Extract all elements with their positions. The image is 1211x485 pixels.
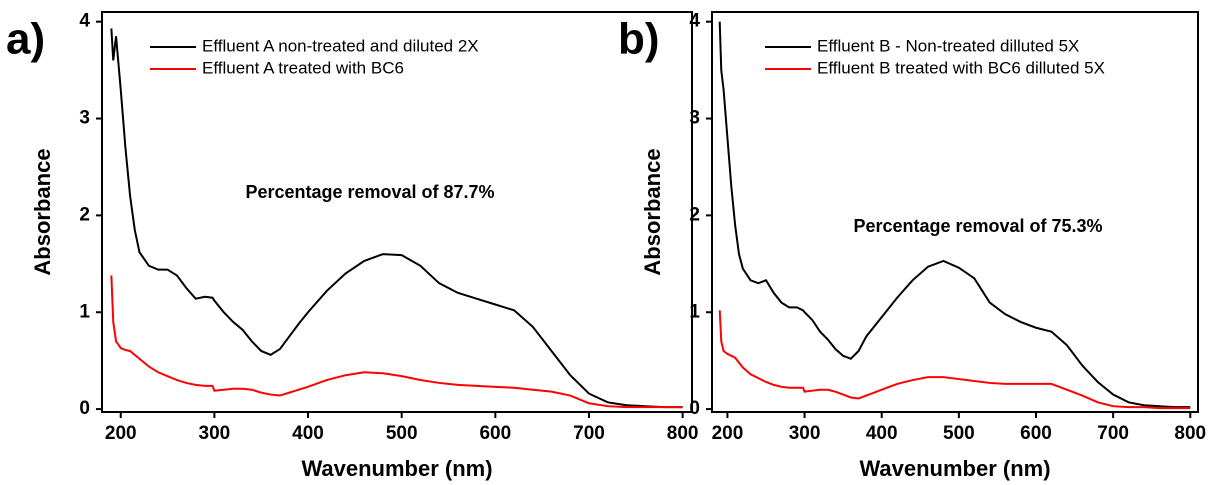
x-axis-label: Wavenumber (nm) — [859, 456, 1050, 481]
y-tick-label: 3 — [79, 108, 90, 129]
x-tick-label: 400 — [292, 423, 324, 444]
legend-label: Effluent A non-treated and diluted 2X — [202, 36, 479, 55]
annotation: Percentage removal of 87.7% — [245, 182, 494, 202]
data-line — [110, 28, 683, 409]
y-tick-label: 2 — [689, 204, 700, 225]
data-line — [718, 21, 1191, 409]
x-tick-label: 300 — [789, 423, 821, 444]
x-tick-label: 300 — [199, 423, 231, 444]
x-tick-label: 800 — [667, 423, 699, 444]
y-tick-label: 3 — [689, 108, 700, 129]
legend-label: Effluent A treated with BC6 — [202, 58, 404, 77]
y-tick-label: 4 — [689, 11, 700, 32]
x-tick-label: 400 — [866, 423, 898, 444]
y-tick-label: 0 — [689, 398, 700, 419]
legend-label: Effluent B - Non-treated dilluted 5X — [817, 36, 1079, 55]
x-tick-label: 200 — [105, 423, 137, 444]
y-axis-label: Absorbance — [640, 148, 665, 275]
x-tick-label: 500 — [386, 423, 418, 444]
x-tick-label: 200 — [712, 423, 744, 444]
y-tick-label: 4 — [79, 11, 90, 32]
plot-frame — [711, 11, 1199, 413]
y-tick-label: 1 — [689, 301, 700, 322]
x-tick-label: 600 — [1020, 423, 1052, 444]
panel-label: a) — [6, 15, 45, 64]
x-tick-label: 600 — [479, 423, 511, 444]
data-line — [110, 275, 683, 409]
x-tick-label: 700 — [573, 423, 605, 444]
y-axis-label: Absorbance — [30, 148, 55, 275]
data-line — [718, 310, 1191, 410]
x-tick-label: 500 — [943, 423, 975, 444]
panel-label: b) — [618, 15, 660, 64]
x-tick-label: 800 — [1174, 423, 1206, 444]
y-tick-label: 2 — [79, 204, 90, 225]
plot-frame — [101, 11, 693, 413]
x-tick-label: 700 — [1097, 423, 1129, 444]
annotation: Percentage removal of 75.3% — [853, 216, 1102, 236]
x-axis-label: Wavenumber (nm) — [301, 456, 492, 481]
legend-label: Effluent B treated with BC6 dilluted 5X — [817, 58, 1105, 77]
y-tick-label: 0 — [79, 398, 90, 419]
y-tick-label: 1 — [79, 301, 90, 322]
